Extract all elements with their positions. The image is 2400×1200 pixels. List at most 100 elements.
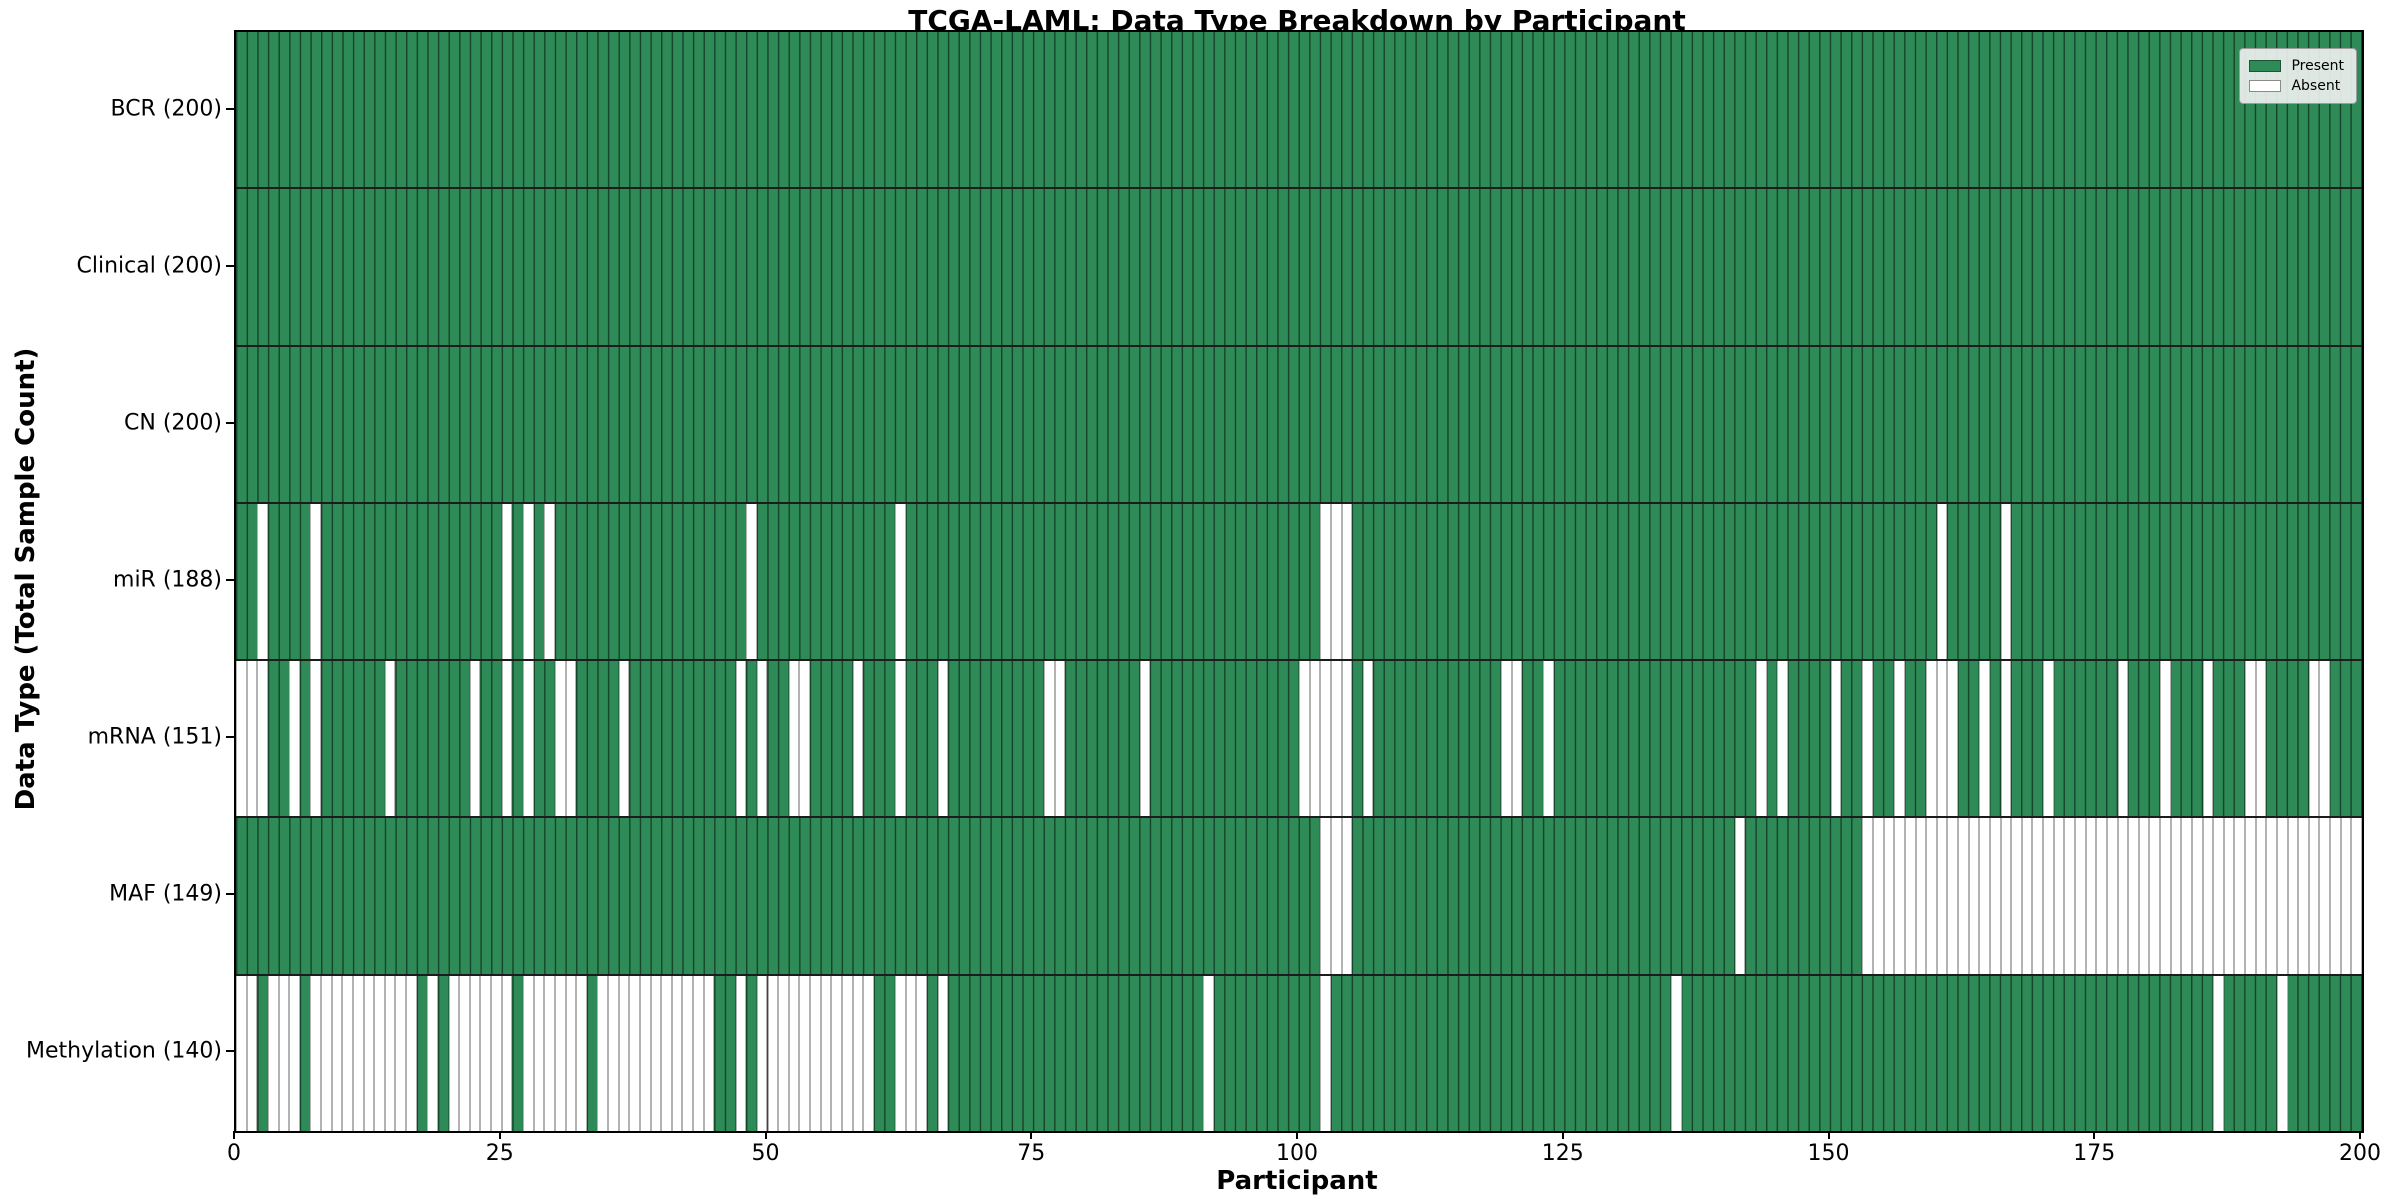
x-tick-label: 25 <box>485 1141 514 1166</box>
absent-cell <box>597 975 609 1131</box>
absent-cell <box>2064 818 2075 974</box>
x-tick-label: 200 <box>2339 1141 2381 1166</box>
absent-cell <box>1830 661 1842 817</box>
legend-entry-present: Present <box>2249 56 2344 76</box>
absent-cell <box>661 975 672 1131</box>
x-tick-mark <box>2359 1131 2361 1139</box>
absent-cell <box>491 975 502 1131</box>
absent-cell <box>778 975 789 1131</box>
absent-cell <box>384 661 396 817</box>
absent-cell <box>788 661 800 817</box>
heatmap-plot-area: Present Absent <box>234 30 2364 1133</box>
legend-present-label: Present <box>2291 58 2344 74</box>
absent-cell <box>1756 661 1767 817</box>
absent-cell <box>2319 661 2331 817</box>
heatmap-row-clinical <box>236 187 2362 345</box>
absent-cell <box>799 975 810 1131</box>
x-tick-mark <box>764 1131 767 1139</box>
y-tick-mark <box>226 264 234 267</box>
absent-cell <box>554 661 566 817</box>
absent-cell <box>905 975 917 1131</box>
absent-cell <box>2117 818 2129 974</box>
absent-cell <box>1139 661 1151 817</box>
legend-entry-absent: Absent <box>2249 76 2344 96</box>
y-tick-mark <box>226 735 234 738</box>
heatmap-row-bcr <box>236 32 2362 188</box>
heatmap-row-methylation <box>236 973 2362 1131</box>
absent-cell <box>1862 818 1873 974</box>
x-tick-mark <box>498 1131 501 1139</box>
absent-cell <box>937 975 949 1131</box>
absent-cell <box>2043 661 2054 817</box>
absent-cell <box>2298 818 2309 974</box>
absent-cell <box>2160 661 2171 817</box>
absent-cell <box>384 975 396 1131</box>
y-tick-label: Methylation (140) <box>26 1038 222 1063</box>
absent-cell <box>565 975 577 1131</box>
absent-cell <box>756 975 768 1131</box>
absent-cell <box>321 975 332 1131</box>
absent-cell <box>501 661 513 817</box>
absent-cell <box>810 975 821 1131</box>
absent-cell <box>1330 503 1342 660</box>
absent-cell <box>310 975 322 1131</box>
y-tick-label: Clinical (200) <box>76 253 222 278</box>
absent-cell <box>544 975 555 1131</box>
absent-cell <box>1043 661 1055 817</box>
y-tick-mark <box>226 578 234 581</box>
heatmap-row-cn <box>236 344 2362 502</box>
absent-cell <box>629 975 640 1131</box>
x-tick-mark <box>233 1131 235 1139</box>
absent-cell <box>1862 661 1873 817</box>
absent-cell <box>1915 818 1927 974</box>
absent-cell <box>1979 818 1990 974</box>
absent-cell <box>278 975 290 1131</box>
absent-cell <box>746 503 757 660</box>
absent-cell <box>331 975 343 1131</box>
absent-cell <box>267 975 279 1131</box>
absent-cell <box>1543 661 1555 817</box>
x-tick-label: 50 <box>751 1141 780 1166</box>
absent-cell <box>895 503 906 660</box>
absent-cell <box>1894 818 1905 974</box>
absent-cell <box>2043 818 2054 974</box>
y-axis-ticks: BCR (200) Clinical (200) CN (200) miR (188)… <box>0 30 234 1129</box>
y-tick-mark <box>226 107 234 110</box>
x-tick-mark <box>1296 1131 1298 1139</box>
x-tick-mark <box>1827 1131 1830 1139</box>
absent-cell <box>1309 661 1321 817</box>
absent-swatch <box>2249 80 2282 92</box>
legend-absent-label: Absent <box>2291 78 2341 94</box>
absent-cell <box>1947 818 1959 974</box>
absent-cell <box>469 975 481 1131</box>
x-tick-label: 0 <box>227 1141 241 1166</box>
heatmap-rows <box>236 32 2362 1131</box>
absent-cell <box>2106 818 2118 974</box>
absent-cell <box>2213 818 2224 974</box>
absent-cell <box>1883 818 1895 974</box>
absent-cell <box>523 661 534 817</box>
absent-cell <box>937 661 949 817</box>
absent-cell <box>1926 818 1937 974</box>
x-tick-label: 100 <box>1276 1141 1318 1166</box>
absent-cell <box>2351 818 2362 974</box>
absent-cell <box>2170 818 2182 974</box>
absent-cell <box>2096 818 2107 974</box>
y-tick-label: BCR (200) <box>110 96 222 121</box>
absent-cell <box>1320 503 1331 660</box>
x-tick-label: 75 <box>1017 1141 1046 1166</box>
absent-cell <box>1894 661 1905 817</box>
absent-cell <box>544 503 555 660</box>
absent-cell <box>767 975 779 1131</box>
absent-cell <box>1203 975 1214 1131</box>
absent-cell <box>1777 661 1788 817</box>
absent-cell <box>1362 661 1374 817</box>
absent-cell <box>788 975 800 1131</box>
absent-cell <box>2053 818 2065 974</box>
absent-cell <box>1320 818 1331 974</box>
absent-cell <box>480 975 492 1131</box>
absent-cell <box>841 975 853 1131</box>
absent-cell <box>246 661 258 817</box>
absent-cell <box>2245 818 2256 974</box>
